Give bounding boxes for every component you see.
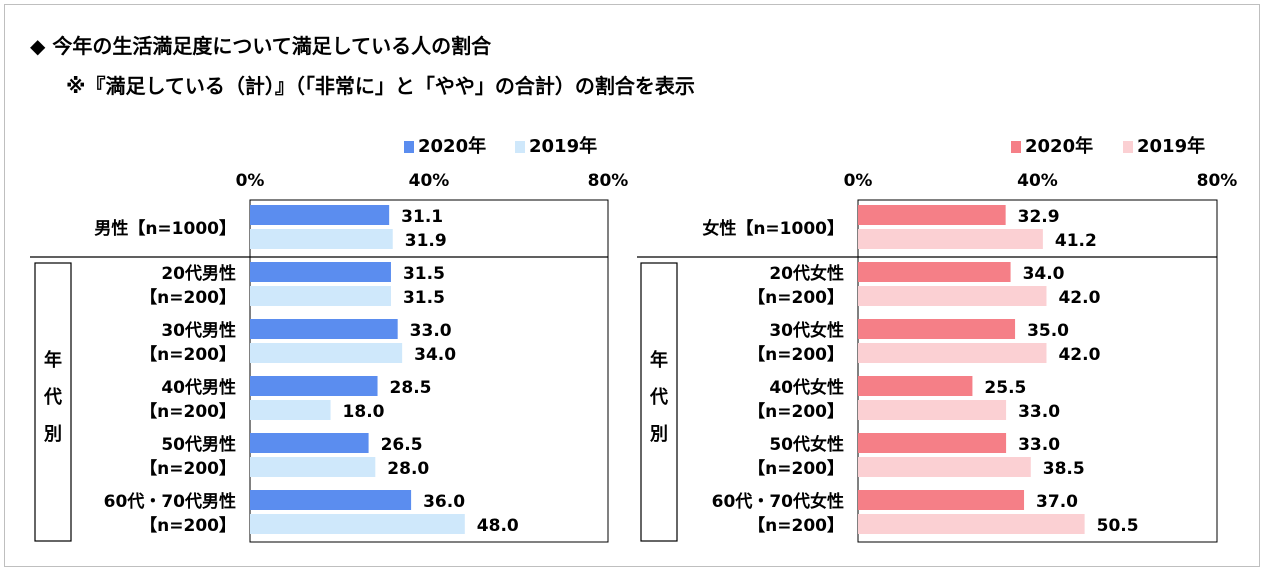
bar-2020	[858, 376, 973, 396]
category-label-n: 【n=200】	[140, 401, 236, 422]
legend-swatch-2019	[515, 141, 525, 153]
x-tick-label: 40%	[1017, 171, 1058, 191]
bar-2019	[250, 229, 393, 249]
data-label-2020: 26.5	[381, 435, 423, 455]
plot-area	[249, 199, 609, 543]
legend-label-2020: 2020年	[1025, 135, 1093, 157]
category-label-n: 【n=200】	[140, 458, 236, 479]
data-label-2019: 31.9	[405, 231, 447, 251]
data-label-2020: 35.0	[1027, 321, 1069, 341]
data-label-2020: 31.1	[401, 207, 443, 227]
x-tick-label: 80%	[588, 171, 629, 191]
category-label-n: 【n=200】	[748, 401, 844, 422]
data-label-2020: 33.0	[410, 321, 452, 341]
bar-2020	[250, 205, 390, 225]
data-label-2019: 50.5	[1097, 516, 1139, 536]
data-label-2019: 33.0	[1018, 402, 1060, 422]
bar-2019	[250, 457, 376, 477]
legend-label-2019: 2019年	[1137, 135, 1205, 157]
bar-2020	[858, 433, 1007, 453]
legend-label-2019: 2019年	[529, 135, 597, 157]
data-label-2019: 48.0	[477, 516, 519, 536]
x-tick-label: 80%	[1197, 171, 1238, 191]
category-label: 50代男性	[161, 434, 236, 455]
data-label-2019: 42.0	[1058, 345, 1100, 365]
legend-swatch-2019	[1123, 141, 1133, 153]
bar-2020	[250, 433, 369, 453]
bar-2019	[858, 457, 1031, 477]
bar-2019	[250, 514, 465, 534]
group-label-box	[34, 262, 72, 542]
category-label: 30代女性	[769, 320, 844, 341]
category-label: 40代女性	[769, 377, 844, 398]
bar-2020	[250, 319, 398, 339]
category-label-n: 【n=200】	[748, 344, 844, 365]
bar-2019	[858, 514, 1085, 534]
bar-2019	[858, 229, 1043, 249]
bar-2020	[858, 205, 1006, 225]
data-label-2020: 33.0	[1018, 435, 1060, 455]
bar-2020	[250, 490, 412, 510]
category-label: 60代・70代女性	[712, 491, 844, 512]
data-label-2020: 25.5	[984, 378, 1026, 398]
group-label-char: 別	[650, 424, 668, 445]
bar-2020	[858, 262, 1011, 282]
legend-label-2020: 2020年	[418, 135, 486, 157]
group-label-char: 年	[650, 349, 668, 371]
category-label: 男性【n=1000】	[94, 218, 236, 239]
bar-2019	[250, 400, 331, 420]
data-label-2019: 31.5	[403, 288, 445, 308]
bar-2020	[250, 376, 378, 396]
legend-swatch-2020	[1011, 141, 1021, 153]
bar-2019	[858, 400, 1007, 420]
data-label-2020: 34.0	[1023, 264, 1065, 284]
bar-2019	[858, 286, 1047, 306]
x-tick-label: 0%	[236, 171, 265, 191]
category-label: 30代男性	[161, 320, 236, 341]
group-label-char: 代	[43, 387, 62, 408]
category-label: 60代・70代男性	[104, 491, 236, 512]
data-label-2019: 42.0	[1058, 288, 1100, 308]
data-label-2019: 34.0	[414, 345, 456, 365]
bar-2019	[858, 343, 1047, 363]
category-label-n: 【n=200】	[748, 287, 844, 308]
x-tick-label: 40%	[409, 171, 450, 191]
data-label-2020: 37.0	[1036, 492, 1078, 512]
category-label-n: 【n=200】	[140, 287, 236, 308]
data-label-2019: 41.2	[1055, 231, 1097, 251]
category-label: 40代男性	[161, 377, 236, 398]
data-label-2020: 31.5	[403, 264, 445, 284]
data-label-2019: 18.0	[343, 402, 385, 422]
data-label-2020: 36.0	[423, 492, 465, 512]
figure-frame	[4, 4, 1260, 567]
category-label: 女性【n=1000】	[702, 218, 844, 239]
category-label: 20代男性	[161, 263, 236, 284]
data-label-2020: 32.9	[1018, 207, 1060, 227]
bar-2020	[858, 319, 1016, 339]
category-label-n: 【n=200】	[748, 515, 844, 536]
data-label-2019: 38.5	[1043, 459, 1085, 479]
data-label-2019: 28.0	[387, 459, 429, 479]
category-label: 20代女性	[769, 263, 844, 284]
category-label: 50代女性	[769, 434, 844, 455]
chart-title: ◆ 今年の生活満足度について満足している人の割合	[30, 34, 492, 58]
group-label-char: 別	[44, 424, 62, 445]
legend-swatch-2020	[404, 141, 414, 153]
chart-note: ※『満足している（計）』（「非常に」と「やや」の合計）の割合を表示	[66, 74, 695, 98]
category-label-n: 【n=200】	[748, 458, 844, 479]
group-label-box	[640, 262, 678, 542]
bar-2019	[250, 286, 391, 306]
group-label-char: 代	[649, 387, 668, 408]
category-label-n: 【n=200】	[140, 344, 236, 365]
group-label-char: 年	[44, 349, 62, 371]
data-label-2020: 28.5	[390, 378, 432, 398]
x-tick-label: 0%	[844, 171, 873, 191]
bar-2019	[250, 343, 403, 363]
bar-2020	[250, 262, 391, 282]
category-label-n: 【n=200】	[140, 515, 236, 536]
plot-area	[857, 199, 1218, 543]
bar-2020	[858, 490, 1025, 510]
